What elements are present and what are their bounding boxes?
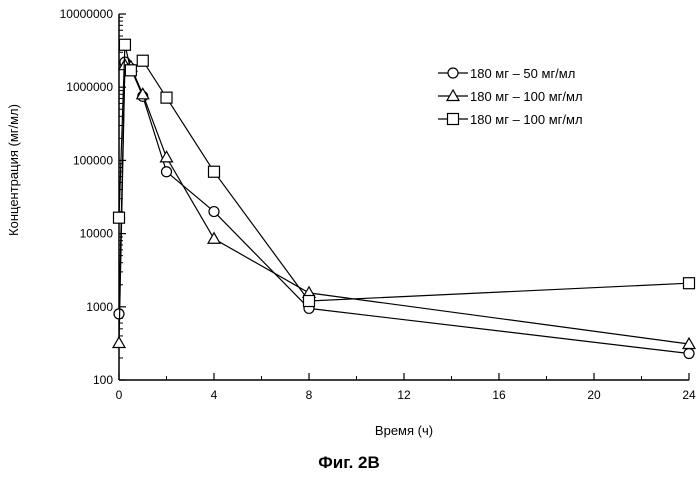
circle-marker [209,207,219,217]
square-marker [161,92,172,103]
series-square [114,39,695,306]
y-axis-title: Концентрация (мг/мл) [6,104,21,236]
triangle-marker [113,337,125,348]
series-triangle [113,59,695,348]
series-line [119,65,689,344]
square-marker [137,55,148,66]
y-tick-label: 1000000 [66,80,113,94]
circle-marker [684,349,694,359]
legend-label: 180 мг – 100 мг/мл [470,112,583,127]
square-marker [114,212,125,223]
y-tick-label: 10000000 [60,7,114,21]
x-tick-label: 8 [306,388,313,402]
legend-triangle-marker [447,90,459,101]
square-marker [684,278,695,289]
x-tick-label: 0 [116,388,123,402]
y-tick-label: 100 [93,373,113,387]
x-tick-label: 24 [682,388,696,402]
chart-series [113,39,695,358]
series-line [119,45,689,301]
x-tick-label: 12 [397,388,411,402]
y-tick-label: 100000 [73,153,113,167]
y-tick-label: 1000 [86,300,113,314]
legend-square-marker [448,114,459,125]
x-axis-title: Время (ч) [375,423,433,438]
triangle-marker [208,233,220,244]
chart-legend: 180 мг – 50 мг/мл 180 мг – 100 мг/мл 180 м… [438,66,583,127]
x-tick-label: 20 [587,388,601,402]
square-marker [125,65,136,76]
series-line [119,62,689,353]
y-tick-label: 10000 [80,227,114,241]
legend-label: 180 мг – 100 мг/мл [470,89,583,104]
x-tick-label: 4 [211,388,218,402]
square-marker [304,296,315,307]
circle-marker [162,167,172,177]
x-tick-label: 16 [492,388,506,402]
legend-label: 180 мг – 50 мг/мл [470,66,575,81]
figure-caption: Фиг. 2В [318,453,380,472]
legend-circle-marker [448,68,458,78]
square-marker [209,166,220,177]
series-circle [114,57,694,358]
square-marker [119,39,130,50]
